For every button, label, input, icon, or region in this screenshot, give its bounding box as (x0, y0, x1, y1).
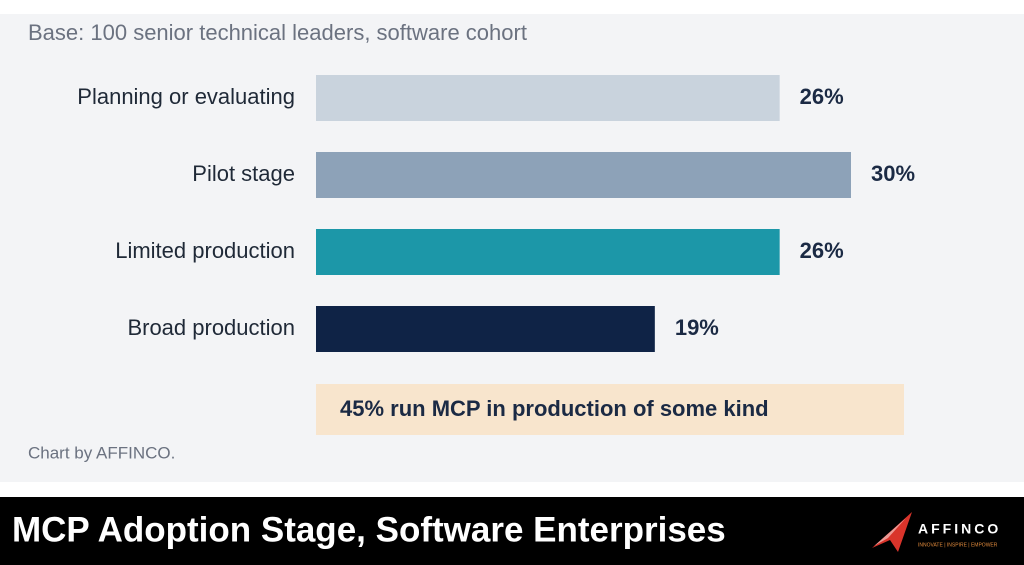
value-label: 26% (800, 84, 844, 109)
brand-tagline: INNOVATE | INSPIRE | EMPOWER (918, 542, 998, 548)
bar (316, 75, 780, 121)
brand-name: AFFINCO (918, 521, 1001, 537)
value-label: 19% (675, 315, 719, 340)
bar (316, 229, 780, 275)
banner (0, 497, 1024, 565)
bar (316, 306, 655, 352)
category-label: Pilot stage (192, 161, 295, 186)
annotation-box (316, 384, 904, 435)
category-label: Limited production (115, 238, 295, 263)
category-label: Broad production (127, 315, 295, 340)
annotation: 45% run MCP in production of some kind (340, 396, 769, 421)
banner-title: MCP Adoption Stage, Software Enterprises (12, 510, 726, 549)
plot: Planning or evaluating 26% Pilot stage 30% L… (77, 75, 915, 352)
chart-subtitle: Base: 100 senior technical leaders, soft… (28, 20, 527, 45)
category-label: Planning or evaluating (77, 84, 295, 109)
value-label: 26% (800, 238, 844, 263)
bar (316, 152, 851, 198)
logo-mark-highlight (874, 518, 906, 546)
value-label: 30% (871, 161, 915, 186)
source: Chart by AFFINCO. (28, 443, 175, 462)
